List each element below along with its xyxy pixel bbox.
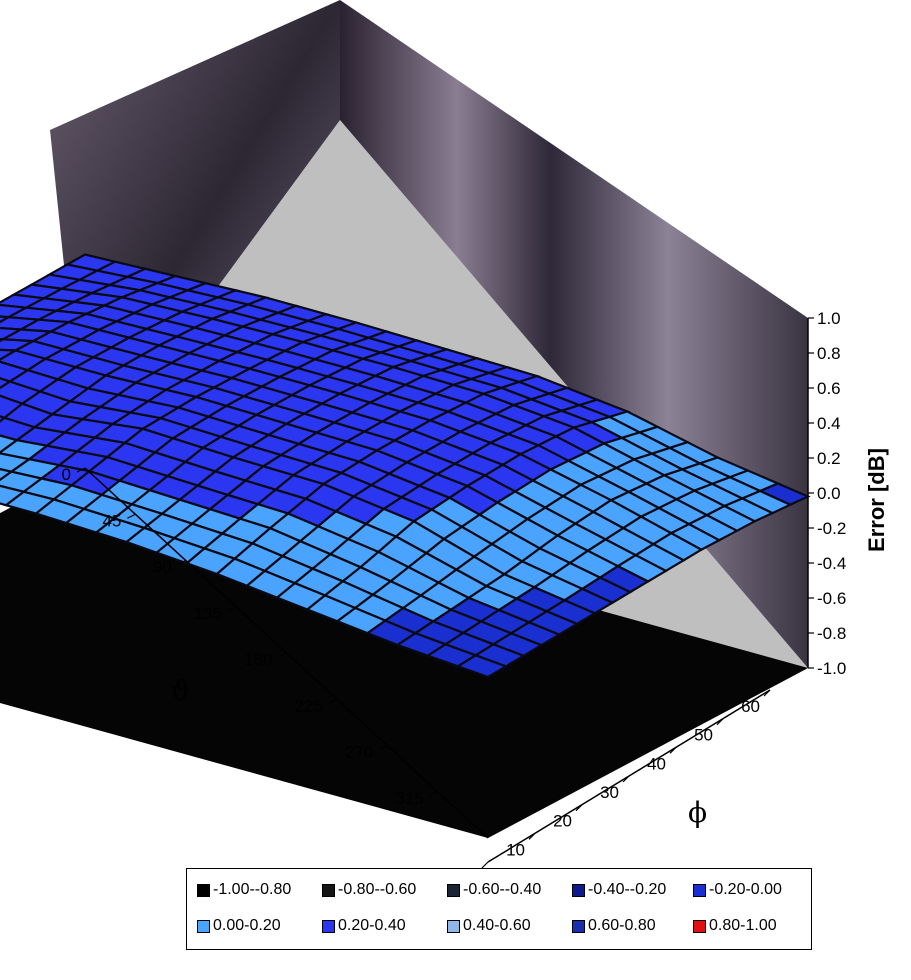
phi-tick-mark [622,775,630,783]
phi-tick-label: 50 [694,726,713,745]
phi-tick-mark [481,861,489,869]
theta-tick-mark [278,652,287,658]
z-tick-label: 0.8 [817,344,841,363]
legend-item: -0.80--0.60 [322,879,416,901]
legend: -1.00--0.80 -0.80--0.60 -0.60--0.40 -0.40--… [186,868,812,950]
phi-tick-label: 20 [553,812,572,831]
theta-axis: 0 45 90 135 180 225 270 315 [62,465,489,839]
theta-tick-mark [378,744,388,751]
z-tick-label: 1.0 [817,309,841,328]
z-tick-label: -0.4 [817,554,846,573]
theta-tick-mark [76,467,86,473]
theta-tick-label: 225 [295,696,323,715]
phi-tick-label: 10 [506,840,525,859]
z-tick-label: 0.6 [817,379,841,398]
theta-tick-label: 90 [153,558,172,577]
legend-label: -0.60--0.40 [463,881,542,898]
phi-tick-label: 40 [647,754,666,773]
theta-tick-mark [177,559,187,566]
legend-swatch [447,883,460,897]
theta-tick-mark [227,606,237,612]
z-tick-label: -0.2 [817,519,846,538]
phi-tick-mark [763,689,771,697]
legend-item: 0.40-0.60 [447,915,531,937]
phi-tick-mark [575,804,583,812]
surface-cell [455,654,509,679]
legend-item: 0.00-0.20 [197,915,281,937]
z-tick-label: 0.0 [817,484,841,503]
legend-label: 0.80-1.00 [709,917,777,934]
legend-label: 0.40-0.60 [463,917,531,934]
legend-swatch [693,919,706,933]
legend-label: -1.00--0.80 [213,881,292,898]
theta-tick-label: 135 [194,604,222,623]
legend-swatch [693,883,706,897]
legend-item: -0.20-0.00 [693,879,782,901]
phi-tick-mark [669,746,677,754]
theta-tick-mark [429,791,438,797]
legend-label: 0.00-0.20 [213,917,281,934]
phi-tick-label: 60 [741,697,760,716]
theta-tick-mark [127,513,136,519]
legend-label: 0.60-0.80 [588,917,656,934]
z-tick-label: -1.0 [817,659,846,678]
z-tick-label: -0.8 [817,624,846,643]
phi-tick-label: 30 [600,783,619,802]
z-axis: -1.0 -0.8 -0.6 -0.4 -0.2 0.0 0.2 0.4 0.6 0.8 1.0 [807,309,846,678]
z-tick-label: -0.6 [817,589,846,608]
theta-axis-title: ϑ [170,674,190,707]
z-tick-label: 0.2 [817,449,841,468]
theta-tick-label: 315 [395,789,423,808]
z-tick-label: 0.4 [817,414,841,433]
legend-swatch [572,919,585,933]
legend-swatch [322,883,335,897]
phi-tick-mark [716,718,724,726]
theta-tick-label: 180 [244,650,272,669]
error-surface [0,253,811,679]
legend-item: -0.60--0.40 [447,879,541,901]
legend-item: 0.20-0.40 [322,915,406,937]
legend-swatch [447,919,460,933]
phi-tick-mark [528,832,536,840]
legend-label: -0.40--0.20 [588,881,667,898]
legend-swatch [322,919,335,933]
legend-item: 0.80-1.00 [693,915,777,937]
legend-swatch [572,883,585,897]
theta-tick-label: 45 [102,511,121,530]
legend-label: -0.20-0.00 [709,881,782,898]
legend-item: -1.00--0.80 [197,879,291,901]
legend-item: -0.40--0.20 [572,879,666,901]
legend-swatch [197,919,210,933]
legend-item: 0.60-0.80 [572,915,656,937]
theta-tick-label: 270 [345,743,373,762]
legend-label: 0.20-0.40 [338,917,406,934]
theta-tick-label: 0 [62,465,71,484]
legend-label: -0.80--0.60 [338,881,417,898]
theta-tick-mark [328,698,338,704]
phi-axis-title: ϕ [688,796,707,829]
legend-swatch [197,883,210,897]
z-axis-title: Error [dB] [864,448,889,552]
